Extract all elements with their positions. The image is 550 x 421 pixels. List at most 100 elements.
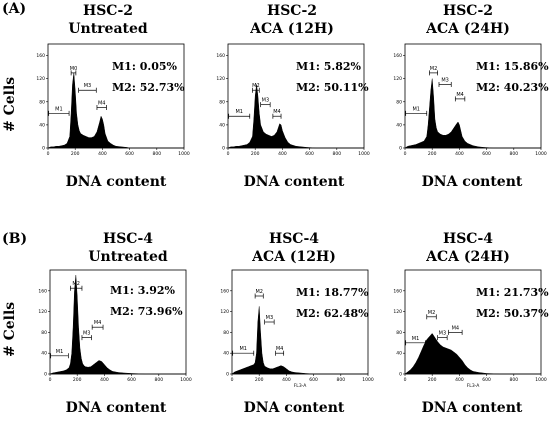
panel-a1-m1-stat: M1: 0.05% — [112, 60, 177, 73]
y-tick-label: 80 — [396, 99, 402, 105]
y-tick-label: 0 — [399, 146, 402, 152]
y-tick-label: 120 — [220, 309, 229, 315]
gate-m4-label: M4 — [94, 320, 102, 326]
panel-a2-title-line2: ACA (12H) — [250, 21, 334, 37]
x-tick-label: 1000 — [180, 377, 192, 383]
x-tick-label: 0 — [404, 151, 407, 157]
x-tick-label: 600 — [482, 377, 491, 383]
panel-a1-title-line2: Untreated — [68, 21, 148, 37]
panel-b2-m2-stat: M2: 62.48% — [296, 307, 369, 320]
panel-b3-title-line1: HSC-4 — [442, 231, 494, 247]
y-tick-label: 0 — [399, 372, 402, 378]
histogram-area — [404, 333, 541, 375]
gate-m2-label: M2 — [430, 66, 438, 72]
x-tick-label: 0 — [227, 151, 230, 157]
gate-m4-label: M4 — [456, 92, 464, 98]
gate-m1-label: M1 — [412, 106, 420, 112]
x-tick-label: 1000 — [535, 151, 547, 157]
histogram-b2: 0 40 80 120 160 0 200 400 600 800 1000 FL3-A M1 M2 M3 M… — [220, 269, 374, 389]
panel-a2-m2-stat: M2: 50.11% — [296, 81, 369, 94]
panel-b1-m1-stat: M1: 3.92% — [110, 284, 175, 297]
gate-m4-label: M4 — [273, 109, 281, 115]
y-tick-label: 80 — [41, 330, 47, 336]
gate-m2-label: M2 — [255, 289, 263, 295]
x-tick-label: 400 — [278, 151, 287, 157]
panel-a3-title-line1: HSC-2 — [442, 3, 494, 19]
panel-b3-m2-stat: M2: 50.37% — [476, 307, 549, 320]
gate-m3-label: M3 — [262, 98, 270, 104]
histogram-area — [231, 306, 368, 375]
histogram-b3: 0 40 80 120 160 0 200 400 600 800 1000 FL3-A M1 M2 M3 M… — [393, 269, 547, 389]
x-tick-label: 1000 — [535, 377, 547, 383]
panel-a1-xlabel: DNA content — [65, 174, 167, 190]
panel-a3-m2-stat: M2: 40.23% — [476, 81, 549, 94]
y-tick-label: 0 — [226, 372, 229, 378]
histogram-a1: 0 40 80 120 160 0 200 400 600 800 1000 M1 M0 M3 M4 — [36, 43, 190, 157]
y-tick-label: 40 — [219, 122, 225, 128]
x-tick-label: 200 — [71, 151, 80, 157]
panel-b1-title-line1: HSC-4 — [102, 231, 154, 247]
panel-a2-xlabel: DNA content — [243, 174, 345, 190]
histogram-area — [49, 275, 186, 375]
x-tick-label: 600 — [305, 151, 314, 157]
y-tick-label: 160 — [216, 53, 225, 59]
panel-a1-m2-stat: M2: 52.73% — [112, 81, 185, 94]
row-a-label: (A) — [2, 1, 27, 17]
gate-m4-label: M4 — [452, 325, 460, 331]
gate-m3-label: M3 — [266, 315, 274, 321]
x-tick-label: 200 — [73, 377, 82, 383]
row-b-label: (B) — [2, 231, 28, 247]
panel-a3-title-line2: ACA (24H) — [426, 21, 510, 37]
panel-a3-xlabel: DNA content — [421, 174, 523, 190]
gate-m1-label: M1 — [235, 109, 243, 115]
y-tick-label: 0 — [44, 372, 47, 378]
gate-m3-label: M3 — [441, 77, 449, 83]
x-tick-label: 800 — [153, 151, 162, 157]
panel-a2-title-line1: HSC-2 — [266, 3, 318, 19]
x-tick-label: 0 — [231, 377, 234, 383]
panel-b1-xlabel: DNA content — [65, 400, 167, 416]
panel-b2-title-line2: ACA (12H) — [252, 249, 336, 265]
gate-m2-label: M2 — [428, 310, 436, 316]
x-tick-label: 800 — [337, 377, 346, 383]
x-tick-label: 200 — [251, 151, 260, 157]
y-tick-label: 160 — [36, 53, 45, 59]
y-tick-label: 40 — [396, 122, 402, 128]
y-tick-label: 80 — [39, 99, 45, 105]
gate-m1-label: M1 — [55, 106, 63, 112]
y-tick-label: 120 — [393, 76, 402, 82]
x-tick-label: 200 — [428, 151, 437, 157]
x-tick-label: 200 — [255, 377, 264, 383]
y-tick-label: 40 — [223, 351, 229, 357]
x-tick-label: 1000 — [358, 151, 370, 157]
x-axis-parameter: FL3-A — [467, 383, 480, 389]
panel-b3-xlabel: DNA content — [421, 400, 523, 416]
x-tick-label: 1000 — [362, 377, 374, 383]
y-tick-label: 80 — [219, 99, 225, 105]
panel-b2-xlabel: DNA content — [243, 400, 345, 416]
y-tick-label: 120 — [36, 76, 45, 82]
row-b-ylabel: # Cells — [2, 301, 18, 357]
x-tick-label: 400 — [455, 377, 464, 383]
y-tick-label: 40 — [396, 351, 402, 357]
gate-m0-label: M0 — [70, 66, 78, 72]
panel-b3-title-line2: ACA (24H) — [426, 249, 510, 265]
x-tick-label: 600 — [309, 377, 318, 383]
gate-m2-label: M2 — [72, 281, 80, 287]
x-tick-label: 800 — [510, 151, 519, 157]
gate-m4-label: M4 — [98, 101, 106, 107]
y-tick-label: 40 — [41, 351, 47, 357]
x-tick-label: 400 — [100, 377, 109, 383]
x-tick-label: 0 — [404, 377, 407, 383]
gate-m3-label: M3 — [439, 331, 447, 337]
x-tick-label: 400 — [98, 151, 107, 157]
y-tick-label: 0 — [222, 146, 225, 152]
x-tick-label: 200 — [428, 377, 437, 383]
y-tick-label: 160 — [393, 53, 402, 59]
y-tick-label: 80 — [396, 330, 402, 336]
y-tick-label: 160 — [220, 288, 229, 294]
x-tick-label: 600 — [127, 377, 136, 383]
